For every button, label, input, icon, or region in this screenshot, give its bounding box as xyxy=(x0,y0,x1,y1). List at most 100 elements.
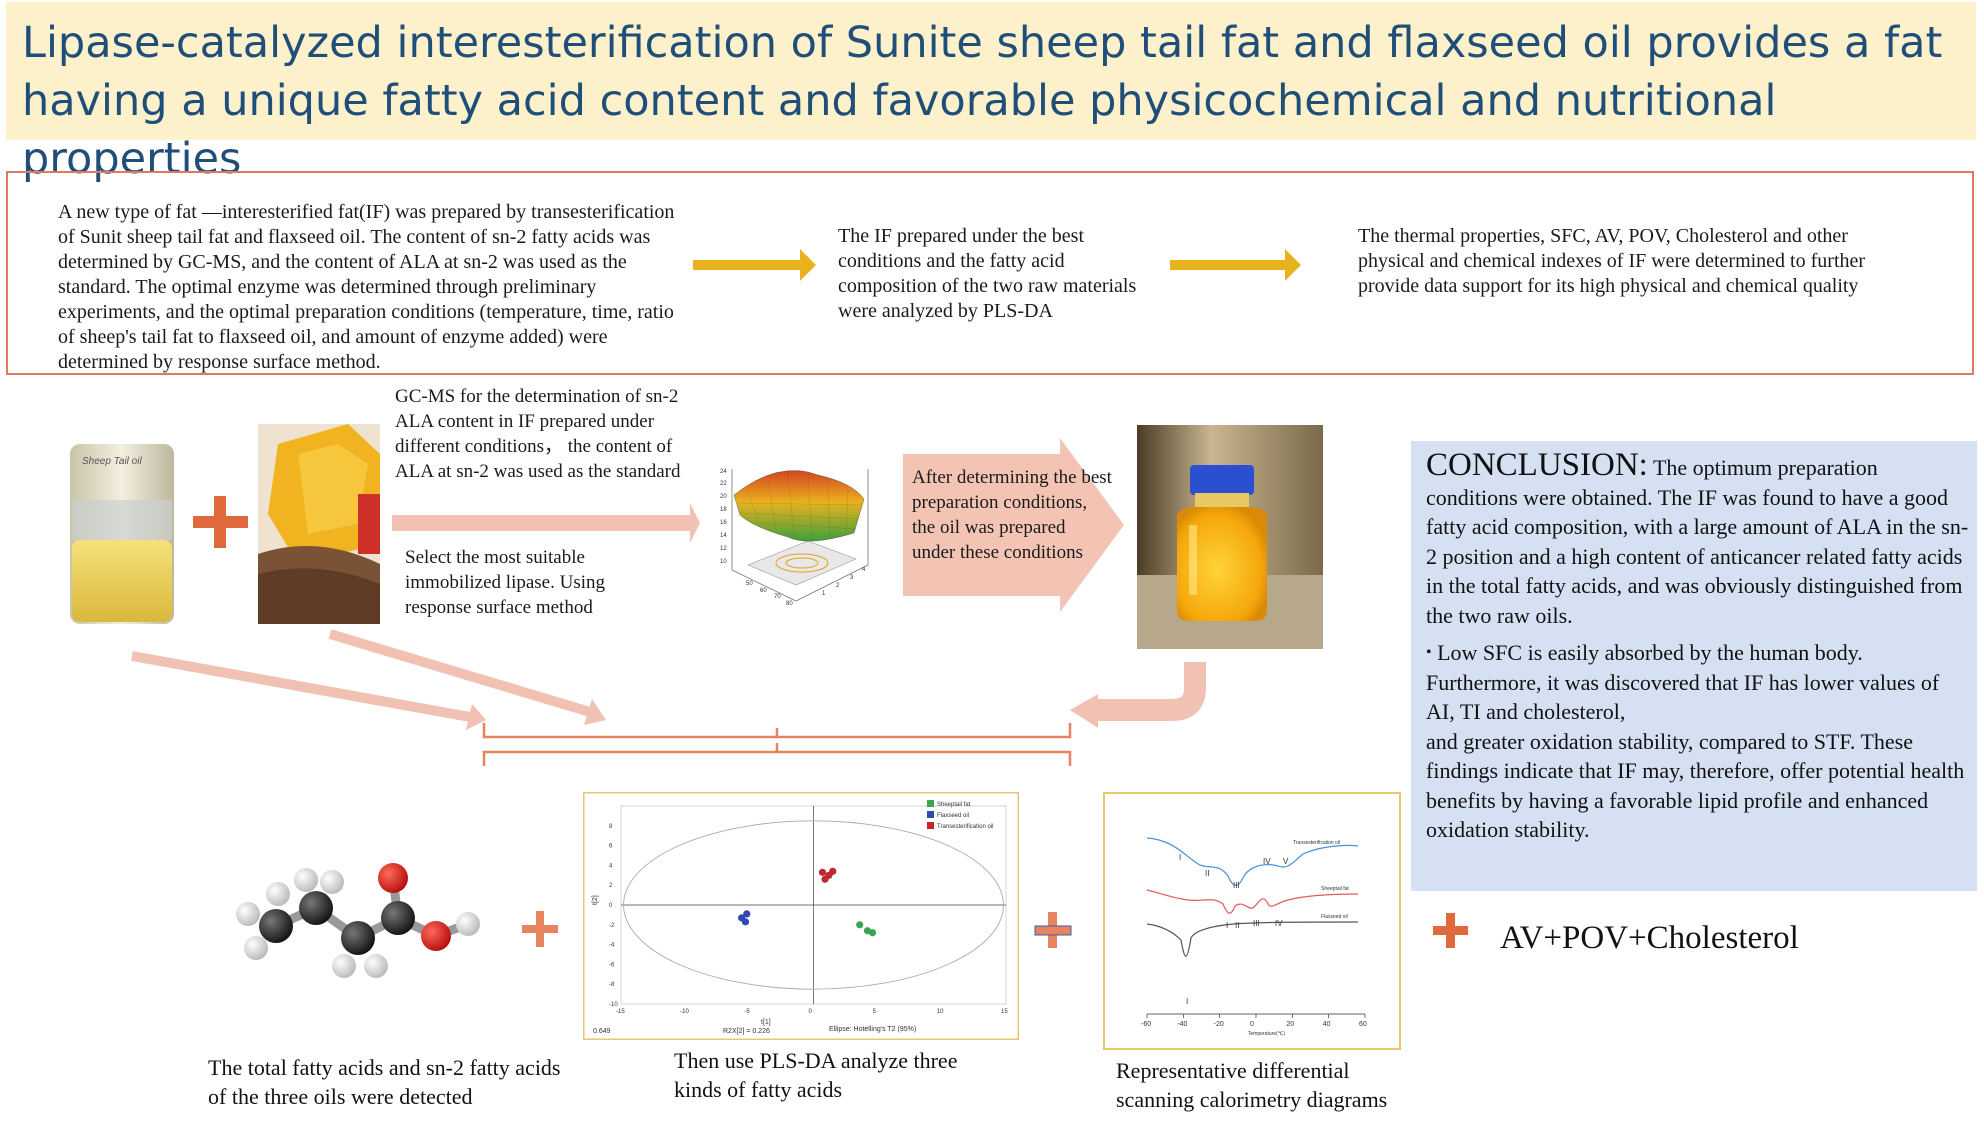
fatty-acid-molecule-image xyxy=(236,863,480,978)
caption-plsda: Then use PLS-DA analyze three kinds of f… xyxy=(674,1048,958,1102)
caption-fatty-acids: The total fatty acids and sn-2 fatty aci… xyxy=(208,1055,561,1109)
surface-y-tick: 20 xyxy=(720,494,727,500)
sheep-tail-oil-jar-image: Sheep Tail oil xyxy=(70,444,174,624)
prepared-text: After determining the best preparation c… xyxy=(912,467,1112,563)
plsda-x-label: t[1] xyxy=(761,1019,771,1026)
dsc-peak-label: III xyxy=(1253,919,1260,928)
plus-sign-oils xyxy=(193,496,248,548)
plsda-y-tick: -6 xyxy=(609,962,615,968)
plsda-x-tick: -15 xyxy=(616,1009,625,1015)
plsda-y-tick: 4 xyxy=(609,863,613,869)
surface-x-tick: 60 xyxy=(760,588,767,594)
dsc-curve-flax xyxy=(1146,921,1359,957)
plsda-y-label: t[2] xyxy=(592,895,599,905)
arrow-jar-down xyxy=(131,651,486,730)
legend-swatch-trans xyxy=(927,822,934,829)
legend-swatch-sheeptail xyxy=(927,800,934,807)
dsc-x-tick: 60 xyxy=(1359,1021,1367,1028)
dsc-x-tick: 20 xyxy=(1286,1021,1294,1028)
arrow-from-product xyxy=(1095,662,1206,721)
conclusion-box xyxy=(1411,441,1977,891)
surface-x-tick: 2 xyxy=(836,583,840,589)
conclusion-line-2: Furthermore, it was discovered that IF h… xyxy=(1426,669,1940,725)
dsc-curve-sheep xyxy=(1146,889,1359,914)
dsc-peak-label: I xyxy=(1186,997,1188,1006)
surface-x-tick: 4 xyxy=(862,567,866,573)
bullet-point: • xyxy=(1426,644,1432,661)
surface-x-tick: 80 xyxy=(786,601,793,607)
plsda-x-tick: -10 xyxy=(680,1009,689,1015)
av-pov-cholesterol-label: AV+POV+Cholesterol xyxy=(1500,920,1799,956)
response-surface-plot: 24 22 20 18 16 14 12 10 50 60 70 80 1 2 … xyxy=(720,469,869,607)
plsda-legend: Sheeptail fat Flaxseed oil Transesterifi… xyxy=(927,800,993,830)
dsc-curve-trans xyxy=(1146,837,1359,886)
merge-bracket-top xyxy=(482,723,1072,739)
plsda-point-flaxseed xyxy=(743,910,751,918)
dsc-peak-label: II xyxy=(1205,869,1209,878)
dsc-peak-label: IV xyxy=(1275,919,1283,928)
surface-y-tick: 10 xyxy=(720,559,727,565)
merge-bracket-bottom xyxy=(482,743,1072,766)
plsda-y-tick: -10 xyxy=(609,1002,618,1008)
plsda-y-tick: -2 xyxy=(609,923,615,929)
legend-sheeptail: Sheeptail fat xyxy=(937,802,971,808)
surface-x-tick: 1 xyxy=(822,591,826,597)
dsc-x-label: Temperature(℃) xyxy=(1248,1031,1285,1037)
hotelling-ellipse xyxy=(623,820,1004,990)
conclusion-line-3: and greater oxidation stability, compare… xyxy=(1426,728,1965,843)
plsda-y-tick: 6 xyxy=(609,844,613,850)
flaxseed-oil-image xyxy=(258,424,380,624)
surface-y-tick: 22 xyxy=(720,481,727,487)
page-title: Lipase-catalyzed interesterification of … xyxy=(22,18,1943,184)
plsda-y-tick: 2 xyxy=(609,883,613,889)
surface-y-tick: 14 xyxy=(720,533,727,539)
plsda-point-trans xyxy=(821,875,829,883)
dsc-peak-label: III xyxy=(1233,881,1240,890)
surface-x-tick: 70 xyxy=(774,594,781,600)
summary-box xyxy=(6,171,1974,375)
plsda-y-tick: 8 xyxy=(609,824,613,830)
arrow-to-product xyxy=(903,438,1124,612)
conclusion-paragraph-1: The optimum preparation conditions were … xyxy=(1426,455,1969,628)
dsc-x-tick: 40 xyxy=(1323,1021,1331,1028)
plsda-point-flaxseed xyxy=(741,918,750,926)
conclusion-paragraph-2: • Low SFC is easily absorbed by the huma… xyxy=(1426,638,1971,845)
jar-label: Sheep Tail oil xyxy=(82,456,142,467)
dsc-x-tick: -40 xyxy=(1177,1021,1187,1028)
plsda-x-tick: -5 xyxy=(744,1009,750,1015)
surface-y-tick: 12 xyxy=(720,546,727,552)
conclusion-heading: CONCLUSION: xyxy=(1426,447,1648,483)
arrow-seed-down xyxy=(328,629,606,725)
plus-sign-3 xyxy=(1433,913,1468,948)
dsc-diagram: Transesterification oil Sheeptail fat Fl… xyxy=(1103,792,1401,1050)
surface-y-tick: 24 xyxy=(720,469,727,475)
plsda-point-sheeptail xyxy=(868,929,877,937)
legend-swatch-flaxseed xyxy=(927,811,934,818)
plsda-x-tick: 10 xyxy=(937,1009,944,1015)
plsda-x-tick: 15 xyxy=(1001,1009,1008,1015)
plsda-y-tick: -8 xyxy=(609,982,615,988)
conclusion-line-1: Low SFC is easily absorbed by the human … xyxy=(1437,640,1863,665)
dsc-label-flax: Flaxseed oil xyxy=(1321,914,1348,920)
summary-arrow-2 xyxy=(1170,249,1301,281)
plsda-y-tick: -4 xyxy=(609,943,615,949)
dsc-peak-label: I xyxy=(1226,921,1228,930)
plsda-footer-right: Ellipse: Hotelling's T2 (95%) xyxy=(829,1026,916,1033)
dsc-label-trans: Transesterification oil xyxy=(1293,840,1340,846)
plus-sign-2 xyxy=(1034,912,1072,948)
plsda-footer-mid: R2X[2] = 0.226 xyxy=(723,1028,770,1035)
plus-sign-1 xyxy=(522,911,558,947)
dsc-x-tick: -60 xyxy=(1141,1021,1151,1028)
arrow-to-surface xyxy=(392,503,700,543)
dsc-x-tick: -20 xyxy=(1214,1021,1224,1028)
plsda-x-tick: 5 xyxy=(873,1009,877,1015)
summary-step-plsda: The IF prepared under the best condition… xyxy=(838,225,1137,322)
legend-trans: Transesterification oil xyxy=(937,824,993,830)
summary-arrow-1 xyxy=(693,249,816,281)
dsc-peak-label: V xyxy=(1283,857,1289,866)
dsc-label-sheep: Sheeptail fat xyxy=(1321,886,1349,892)
dsc-peak-label: I xyxy=(1179,853,1181,862)
dsc-x-tick: 0 xyxy=(1250,1021,1254,1028)
